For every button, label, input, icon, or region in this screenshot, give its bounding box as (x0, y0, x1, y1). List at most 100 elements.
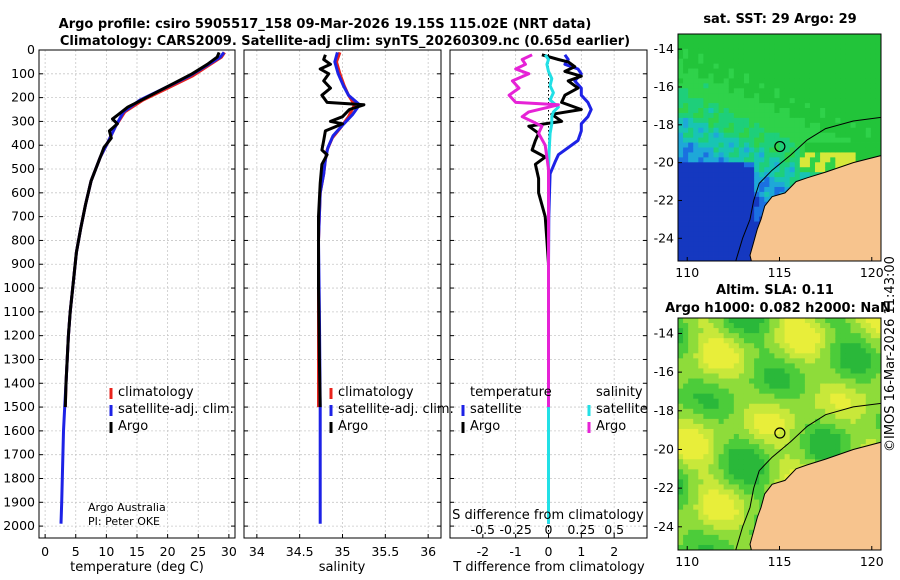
map-cell (718, 73, 725, 79)
map-cell (830, 112, 836, 119)
map-cell (789, 48, 796, 55)
map-cell (693, 216, 699, 222)
map-cell (743, 469, 750, 475)
map-cell (784, 162, 791, 168)
map-cell (815, 34, 821, 40)
map-cell (850, 147, 857, 153)
map-cell (738, 103, 745, 109)
map-cell (815, 83, 821, 89)
map-cell (693, 383, 699, 390)
map-cell (703, 221, 709, 227)
map-cell (804, 162, 811, 168)
map-cell (865, 368, 872, 374)
map-cell (749, 529, 755, 536)
credit-line2: PI: Peter OKE (88, 515, 160, 528)
map-cell (850, 157, 857, 163)
map-cell (738, 162, 745, 168)
map-cell (678, 514, 684, 521)
map-cell (845, 439, 851, 445)
map-cell (759, 191, 765, 198)
map-cell (835, 398, 841, 405)
map-cell (733, 177, 740, 183)
map-cell (759, 393, 765, 400)
map-cell (789, 454, 796, 460)
map-cell (693, 98, 699, 104)
land-mass (749, 441, 881, 550)
map-cell (713, 231, 719, 237)
map-cell (769, 83, 775, 89)
map-cell (799, 162, 806, 168)
map-cell (759, 127, 765, 134)
map-cell (688, 108, 694, 114)
map-cell (870, 43, 877, 50)
map-cell (743, 363, 750, 369)
map-cell (789, 393, 796, 400)
map-cell (688, 423, 694, 430)
map-cell (754, 157, 760, 163)
map-cell (708, 68, 714, 74)
map-cell (728, 162, 735, 168)
map-cell (815, 439, 821, 445)
map-cell (738, 343, 745, 349)
map-cell (815, 108, 821, 114)
map-cell (743, 524, 750, 531)
map-cell (678, 484, 684, 490)
map-cell (693, 63, 699, 69)
map-cell (708, 78, 714, 84)
map-cell (759, 403, 765, 410)
map-cell (759, 439, 765, 445)
map-cell (678, 83, 684, 89)
map-cell (870, 98, 877, 104)
map-cell (693, 474, 699, 480)
map-cell (749, 479, 755, 485)
map-cell (784, 408, 791, 415)
map-cell (728, 353, 735, 359)
map-cell (733, 132, 740, 139)
map-cell (865, 78, 872, 84)
map-cell (855, 112, 862, 119)
map-cell (799, 358, 806, 364)
map-cell (779, 368, 785, 374)
map-cell (723, 34, 730, 40)
map-cell (835, 78, 841, 84)
map-cell (789, 108, 796, 114)
map-cell (769, 98, 775, 104)
map-cell (855, 53, 862, 60)
map-cell (749, 186, 755, 193)
map-cell (804, 338, 811, 344)
map-cell (738, 393, 745, 400)
map-cell (723, 142, 730, 148)
map-cell (845, 88, 851, 94)
map-cell (789, 423, 796, 430)
map-cell (738, 323, 745, 329)
map-cell (860, 434, 867, 440)
map-cell (774, 423, 780, 430)
map-cell (733, 509, 740, 516)
map-cell (845, 403, 851, 410)
map-cell (850, 127, 857, 134)
map-cell (723, 182, 730, 188)
map-cell (713, 464, 719, 470)
map-cell (718, 78, 725, 84)
salinity-panel: 34 34.5 35 35.5 36 (243, 49, 442, 559)
map-cell (865, 68, 872, 74)
map-cell (718, 413, 725, 420)
map-cell (840, 343, 846, 349)
map-cell (789, 122, 796, 129)
map-cell (835, 43, 841, 50)
map-cell (703, 53, 709, 60)
map-cell (860, 423, 867, 430)
map-cell (820, 167, 826, 173)
map-cell (678, 157, 684, 163)
map-cell (683, 489, 689, 495)
map-cell (718, 524, 725, 531)
map-cell (830, 363, 836, 369)
map-cell (759, 147, 765, 153)
map-cell (728, 368, 735, 374)
map-cell (759, 177, 765, 183)
map-cell (815, 53, 821, 60)
map-cell (789, 363, 796, 369)
map-cell (749, 201, 755, 208)
map-cell (738, 383, 745, 390)
map-cell (728, 509, 735, 516)
